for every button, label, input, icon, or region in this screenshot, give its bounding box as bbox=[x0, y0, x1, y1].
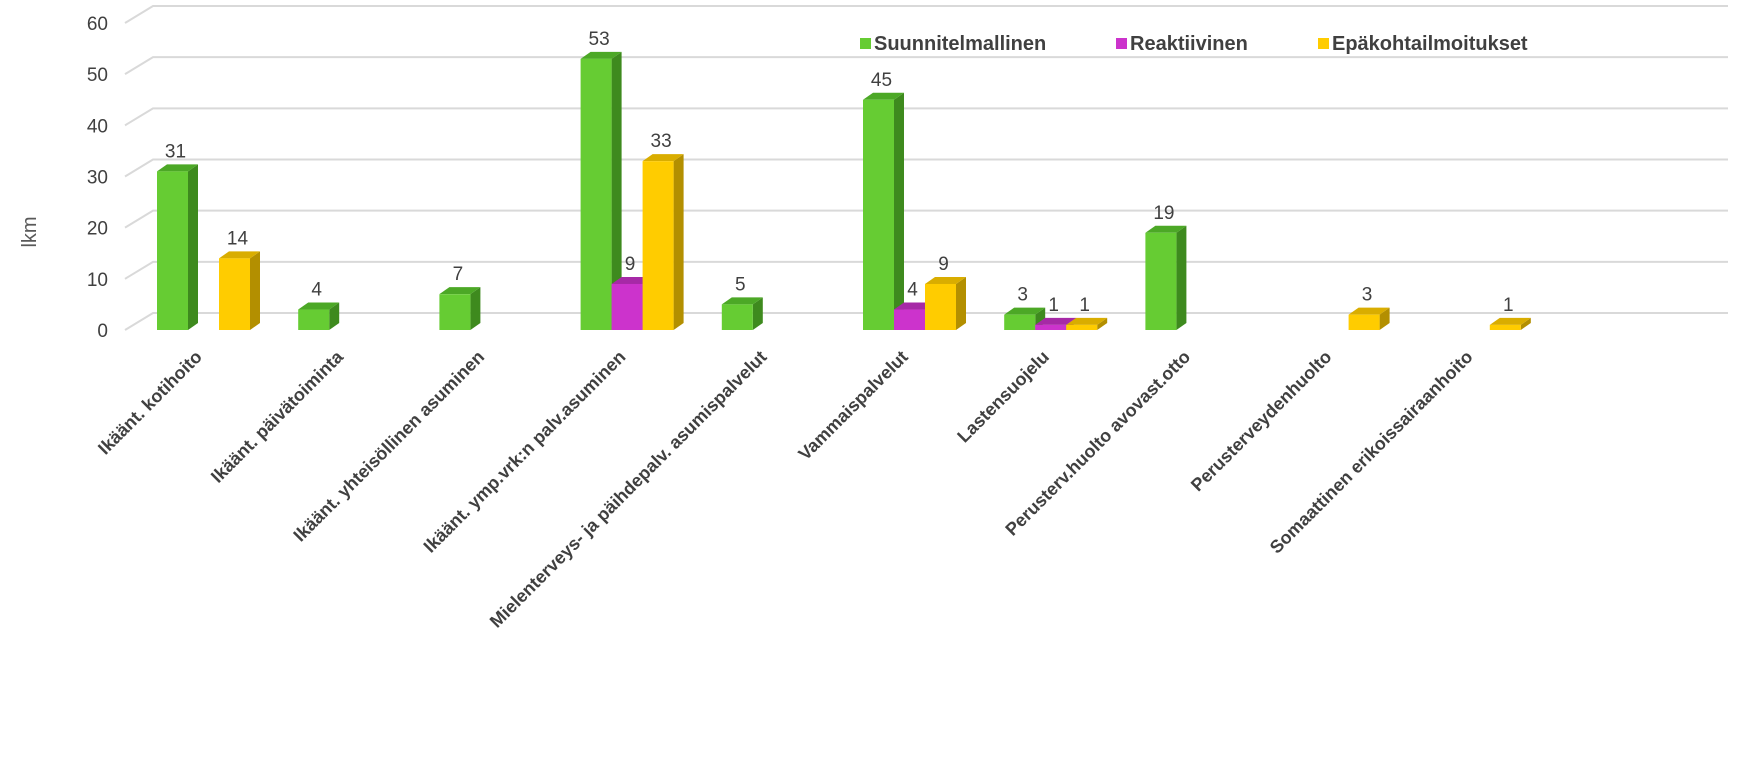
bar bbox=[157, 164, 198, 330]
gridline bbox=[124, 260, 1728, 280]
legend-label: Suunnitelmallinen bbox=[874, 33, 1046, 55]
bar bbox=[219, 251, 260, 330]
bar bbox=[298, 302, 340, 330]
data-label: 45 bbox=[871, 70, 892, 91]
gridline bbox=[124, 5, 1728, 24]
bar bbox=[642, 154, 684, 330]
data-label: 4 bbox=[907, 280, 918, 301]
x-tick-label: Mielenterveys- ja päihdepalv. asumispalv… bbox=[486, 347, 771, 632]
gridlines bbox=[124, 5, 1728, 331]
gridline bbox=[124, 158, 1728, 178]
data-label: 31 bbox=[165, 141, 186, 162]
data-label: 9 bbox=[938, 254, 949, 275]
legend-label: Epäkohtailmoitukset bbox=[1332, 33, 1528, 55]
y-tick-label: 30 bbox=[87, 168, 108, 189]
y-tick-label: 20 bbox=[87, 219, 108, 240]
data-label: 53 bbox=[589, 29, 610, 50]
data-label: 14 bbox=[227, 228, 249, 249]
x-tick-label: Ikäänt. kotihoito bbox=[94, 347, 206, 459]
gridline bbox=[124, 107, 1728, 127]
legend-swatch bbox=[1318, 38, 1329, 49]
y-tick-label: 40 bbox=[87, 116, 108, 137]
data-label: 1 bbox=[1048, 295, 1059, 316]
x-tick-label: Ikäänt. päivätoiminta bbox=[207, 346, 348, 487]
data-label: 5 bbox=[735, 274, 746, 295]
data-label: 3 bbox=[1362, 285, 1373, 306]
gridline bbox=[124, 312, 1728, 331]
legend-swatch bbox=[860, 38, 871, 49]
bar bbox=[580, 51, 622, 331]
bar bbox=[1145, 225, 1187, 330]
data-label: 1 bbox=[1503, 295, 1514, 316]
legend-label: Reaktiivinen bbox=[1130, 33, 1248, 55]
category-labels: Ikäänt. kotihoito Ikäänt. päivätoimintaIk… bbox=[94, 346, 1477, 632]
y-tick-label: 10 bbox=[87, 270, 108, 291]
data-label: 4 bbox=[311, 280, 322, 301]
y-axis-label: lkm bbox=[19, 216, 41, 247]
legend-entry: Suunnitelmallinen bbox=[860, 33, 1046, 55]
data-label: 7 bbox=[453, 264, 464, 285]
y-tick-label: 0 bbox=[97, 321, 108, 342]
data-label: 9 bbox=[625, 254, 636, 275]
gridline bbox=[124, 56, 1728, 76]
y-tick-label: 60 bbox=[87, 14, 108, 35]
bar bbox=[721, 297, 763, 330]
gridline bbox=[124, 209, 1728, 229]
x-tick-label: Perusterveydenhuolto bbox=[1187, 347, 1336, 496]
legend: Suunnitelmallinen Reaktiivinen Epäkohtailm… bbox=[860, 33, 1528, 55]
x-tick-label: Vammaispalvelut bbox=[794, 347, 911, 464]
bar bbox=[1066, 317, 1108, 330]
legend-entry: Reaktiivinen bbox=[1116, 33, 1248, 55]
data-label: 3 bbox=[1017, 285, 1028, 306]
data-label: 19 bbox=[1153, 203, 1174, 224]
y-tick-label: 50 bbox=[87, 65, 108, 86]
bar bbox=[863, 92, 904, 330]
bar bbox=[1348, 307, 1390, 330]
data-label: 1 bbox=[1079, 295, 1090, 316]
bar bbox=[925, 276, 966, 330]
bar bbox=[1489, 317, 1531, 330]
bar bbox=[439, 287, 481, 330]
bars bbox=[157, 51, 1531, 331]
data-label: 33 bbox=[651, 131, 672, 152]
y-axis-ticks: 0 10 20 30 40 50 60 bbox=[87, 14, 108, 342]
x-tick-label: Lastensuojelu bbox=[953, 347, 1053, 447]
legend-swatch bbox=[1116, 38, 1127, 49]
legend-entry: Epäkohtailmoitukset bbox=[1318, 33, 1528, 55]
